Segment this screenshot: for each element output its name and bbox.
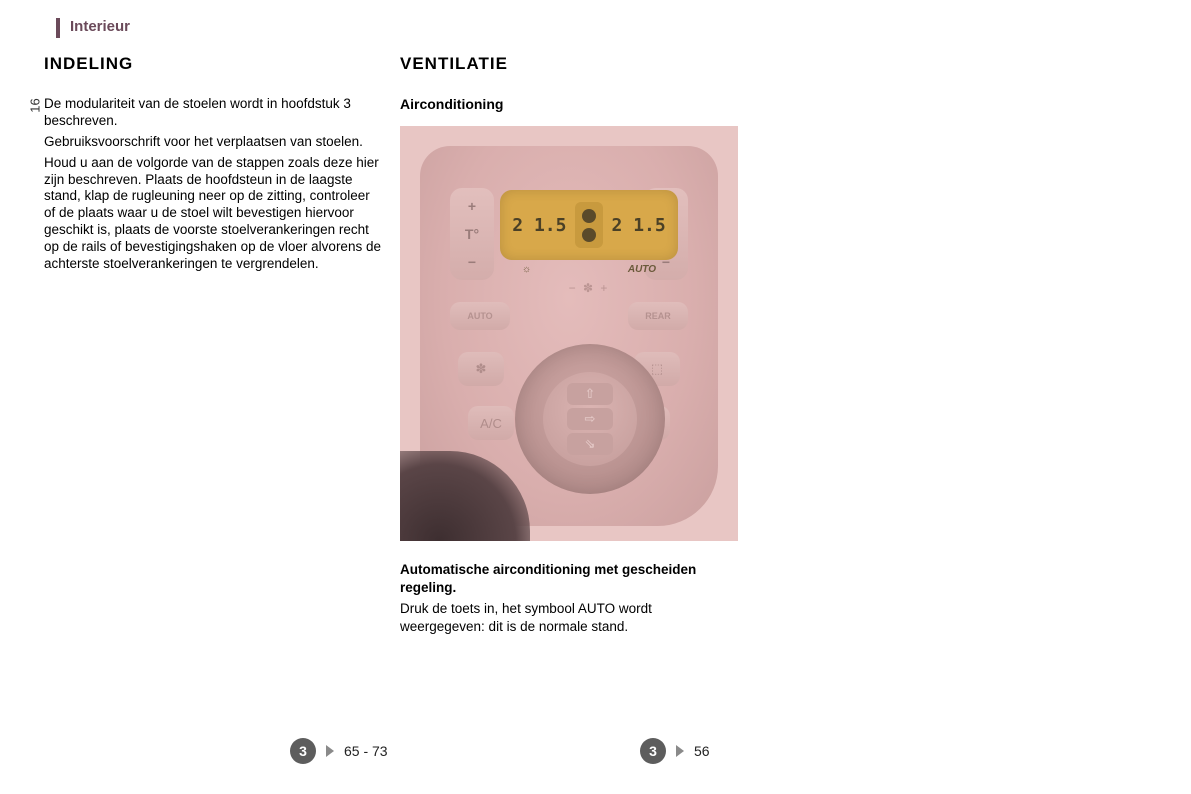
rear-button: REAR [628,302,688,330]
display-sub-right: AUTO [628,264,656,275]
plus-icon: + [468,198,476,214]
figure-caption-body: Druk de toets in, het symbool AUTO wordt… [400,600,740,635]
chapter-badge: 3 [640,738,666,764]
airflow-up-icon: ⇧ [567,383,613,405]
ac-figure: + T° − + T° − 2 1.5 2 1.5 ☼ AUTO [400,126,738,541]
page-ref-text: 56 [694,743,710,759]
left-column: INDELING De modulariteit van de stoelen … [44,54,384,277]
display-temp-right: 2 1.5 [612,215,666,236]
left-paragraph: De modulariteit van de stoelen wordt in … [44,96,384,130]
right-subheading: Airconditioning [400,96,740,112]
figure-caption-title: Automatische airconditioning met geschei… [400,561,740,596]
left-paragraph: Gebruiksvoorschrift voor het verplaatsen… [44,134,384,151]
airflow-down-icon: ⇘ [567,433,613,455]
chevron-right-icon [326,745,334,757]
ac-button-row: AUTO REAR [450,302,688,330]
page-ref-text: 65 - 73 [344,743,388,759]
minus-icon: − [468,254,476,270]
left-paragraph: Houd u aan de volgorde van de stappen zo… [44,155,384,273]
auto-button: AUTO [450,302,510,330]
temp-label: T° [465,226,479,242]
chapter-badge: 3 [290,738,316,764]
section-label: Interieur [70,18,130,35]
temp-left-rocker: + T° − [450,188,494,280]
airflow-dial: ⇧ ⇨ ⇘ [543,372,637,466]
recirc-button: ✽ [458,352,504,386]
right-heading: VENTILATIE [400,54,740,74]
airflow-mid-icon: ⇨ [567,408,613,430]
fan-icon [582,209,596,223]
section-accent [56,18,60,38]
ac-display: 2 1.5 2 1.5 [500,190,678,260]
right-column: VENTILATIE Airconditioning + T° − + T° −… [400,54,740,635]
ac-display-subrow: ☼ AUTO [500,264,678,275]
ac-button: A/C [468,406,514,440]
fan-icon [582,228,596,242]
fan-speed-strip: − ✽ + [540,281,638,295]
left-heading: INDELING [44,54,384,74]
page-number: 16 [28,98,43,112]
display-temp-left: 2 1.5 [512,215,566,236]
chevron-right-icon [676,745,684,757]
display-sub-left: ☼ [522,264,531,275]
page-ref-left: 3 65 - 73 [290,738,388,764]
page-ref-right: 3 56 [640,738,710,764]
display-center-icon [575,202,603,248]
